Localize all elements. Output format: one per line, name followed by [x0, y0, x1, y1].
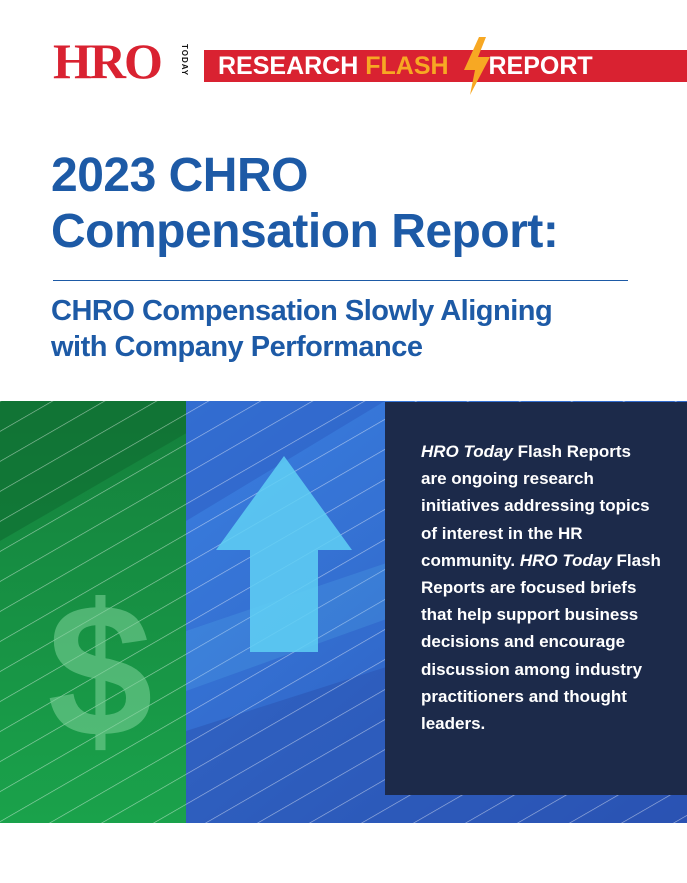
info-text-part-2: Flash Reports are focused briefs that he…: [421, 550, 661, 734]
title-divider: [53, 280, 628, 281]
lightning-bolt-icon: [464, 37, 490, 95]
research-flash-report-banner: RESEARCH FLASH REPORT: [204, 37, 687, 95]
cover-graphic: $ HRO Today Flash Reports are ongoing re…: [0, 401, 687, 823]
dollar-sign-icon: $: [47, 565, 153, 761]
report-subtitle: CHRO Compensation Slowly Aligning with C…: [51, 293, 651, 365]
logo-hro-text: HRO: [53, 33, 163, 89]
report-title: 2023 CHRO Compensation Report:: [51, 148, 651, 260]
banner-research-text: RESEARCH: [218, 52, 359, 80]
banner-flash-text: FLASH: [365, 52, 449, 80]
publication-name: HRO Today: [421, 442, 513, 461]
banner-report-text: REPORT: [488, 52, 593, 80]
info-text: HRO Today Flash Reports are ongoing rese…: [421, 438, 661, 737]
up-arrow-icon: [216, 456, 352, 652]
publication-name-2: HRO Today: [519, 550, 612, 570]
logo-today-text: TODAY: [180, 44, 189, 77]
title-line-1: 2023 CHRO: [51, 149, 308, 202]
subtitle-line-2: with Company Performance: [51, 331, 423, 363]
subtitle-line-1: CHRO Compensation Slowly Aligning: [51, 295, 553, 327]
info-panel: HRO Today Flash Reports are ongoing rese…: [385, 402, 687, 795]
title-line-2: Compensation Report:: [51, 205, 559, 258]
svg-text:$: $: [47, 565, 153, 761]
info-text-part-1: Flash Reports are ongoing research initi…: [421, 442, 650, 570]
